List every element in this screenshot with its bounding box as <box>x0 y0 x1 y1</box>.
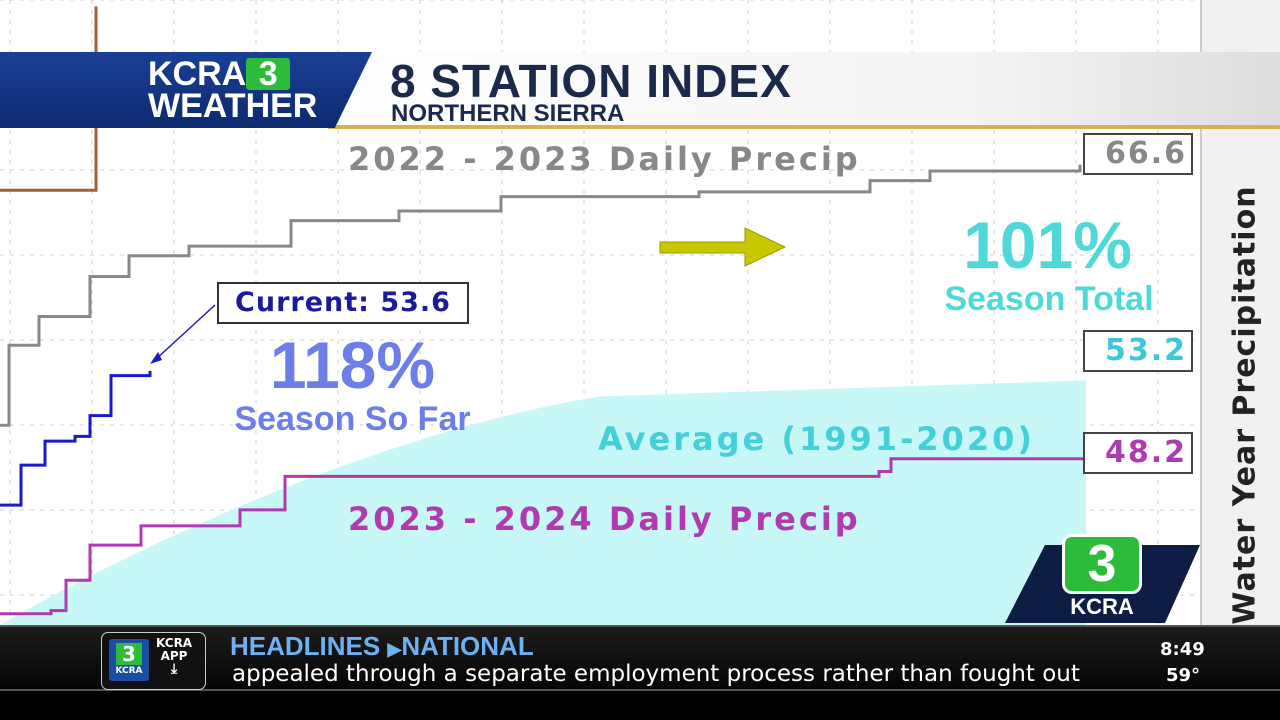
ticker-category: NATIONAL <box>401 631 534 661</box>
series-area-average-1991-2020 <box>0 380 1086 625</box>
ticker-heading: HEADLINES ▶NATIONAL <box>230 631 534 662</box>
brand-logo: KCRA 3 WEATHER <box>148 55 318 125</box>
end-value-2023-2024: 48.2 <box>1083 432 1193 474</box>
chevron-right-icon: ▶ <box>387 639 402 659</box>
arrow-right-icon <box>659 227 787 267</box>
ticker-section: HEADLINES <box>230 631 381 661</box>
current-value-label: Current: 53.6 <box>217 282 469 324</box>
temperature: 59° <box>1166 665 1201 686</box>
title-banner: KCRA 3 WEATHER 8 STATION INDEX NORTHERN S… <box>0 52 1280 129</box>
series-line-current <box>0 370 152 507</box>
brand-block: KCRA 3 WEATHER <box>0 52 372 128</box>
y-axis-label: Water Year Precipitation <box>1227 185 1263 625</box>
app-logo-number: 3 <box>116 643 142 665</box>
series-line-2023-2024-daily-precip <box>0 457 1086 616</box>
season-so-far-label: Season So Far <box>234 400 471 438</box>
clock: 8:49 <box>1160 639 1205 660</box>
legend-2022-2023: 2022 - 2023 Daily Precip <box>348 140 861 178</box>
banner-title-bg <box>335 52 1280 128</box>
current-pointer-line <box>154 304 216 361</box>
app-label: KCRA APP ⤓ <box>156 636 193 677</box>
news-ticker: 3 KCRA KCRA APP ⤓ HEADLINES ▶NATIONAL appea… <box>0 625 1280 691</box>
app-logo-name: KCRA <box>115 666 143 676</box>
legend-2023-2024: 2023 - 2024 Daily Precip <box>348 500 861 538</box>
season-total-label: Season Total <box>944 280 1154 318</box>
page-subtitle: NORTHERN SIERRA <box>391 100 625 127</box>
season-so-far-percent: 118% <box>269 328 436 402</box>
ticker-crawl: appealed through a separate employment p… <box>232 661 1080 687</box>
brand-number: 3 <box>246 57 291 91</box>
legend-average: Average (1991-2020) <box>598 420 1035 458</box>
page-title: 8 STATION INDEX <box>390 55 792 107</box>
end-value-2022-2023: 66.6 <box>1083 133 1193 175</box>
app-label-bottom: APP <box>160 649 188 663</box>
brand-weather: WEATHER <box>148 87 318 125</box>
series-line-2022-2023-daily-precip <box>0 164 1082 427</box>
brand-name: KCRA <box>148 55 247 93</box>
corner-logo-number: 3 <box>1062 534 1142 594</box>
corner-logo-name: KCRA <box>1070 594 1134 619</box>
current-pointer-arrowhead <box>150 352 162 364</box>
app-label-top: KCRA <box>156 636 193 650</box>
season-total-percent: 101% <box>963 208 1132 282</box>
end-value-average: 53.2 <box>1083 330 1193 372</box>
app-logo: 3 KCRA <box>109 639 149 681</box>
app-badge: 3 KCRA KCRA APP ⤓ <box>101 632 206 690</box>
banner-gold-rule <box>328 125 1280 129</box>
download-icon: ⤓ <box>170 661 178 677</box>
